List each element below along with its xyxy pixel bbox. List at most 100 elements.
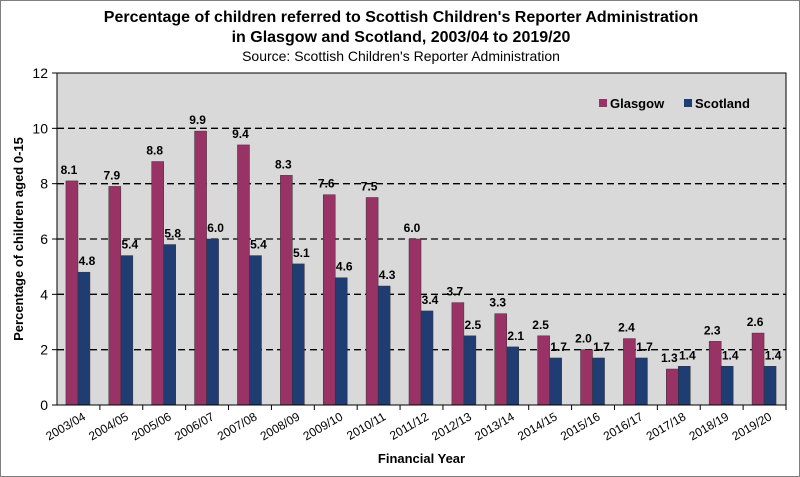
- data-label-scotland: 3.4: [422, 293, 439, 307]
- data-label-glasgow: 8.3: [275, 157, 292, 171]
- bar-glasgow: [65, 180, 79, 406]
- data-label-glasgow: 2.0: [575, 332, 592, 346]
- bar-scotland: [249, 255, 262, 406]
- data-label-glasgow: 3.7: [447, 285, 464, 299]
- bar-glasgow: [494, 313, 508, 406]
- bar-scotland: [763, 366, 777, 406]
- data-label-glasgow: 9.4: [232, 127, 249, 141]
- x-tick-label: 2010/11: [344, 409, 388, 443]
- x-axis-title: Financial Year: [378, 451, 465, 466]
- bar-scotland: [377, 285, 391, 406]
- data-label-scotland: 1.7: [550, 340, 567, 354]
- data-label-scotland: 2.5: [465, 318, 482, 332]
- bar-scotland: [420, 310, 434, 406]
- y-tick-label: 8: [40, 176, 48, 192]
- bar-glasgow: [108, 186, 122, 406]
- x-tick-label: 2009/10: [301, 409, 346, 443]
- y-tick-label: 4: [40, 286, 48, 302]
- bar-scotland: [463, 335, 477, 406]
- x-tick-label: 2016/17: [601, 409, 646, 443]
- y-tick-label: 2: [40, 342, 48, 358]
- bar-scotland: [635, 357, 648, 406]
- bar-glasgow: [408, 238, 422, 406]
- data-label-glasgow: 1.3: [661, 351, 678, 365]
- bar-scotland: [720, 366, 734, 406]
- bar-glasgow: [322, 194, 336, 406]
- bar-scotland: [592, 357, 605, 406]
- bar-glasgow: [580, 349, 593, 406]
- bar-scotland: [163, 244, 176, 406]
- x-tick-label: 2004/05: [86, 409, 131, 443]
- data-label-glasgow: 2.6: [747, 315, 764, 329]
- bar-glasgow: [151, 161, 164, 406]
- data-label-glasgow: 2.3: [704, 323, 721, 337]
- chart-title-line2: in Glasgow and Scotland, 2003/04 to 2019…: [231, 29, 571, 46]
- data-label-scotland: 5.8: [164, 227, 181, 241]
- y-tick-label: 10: [32, 120, 48, 136]
- data-label-glasgow: 2.5: [532, 318, 549, 332]
- x-tick-label: 2015/16: [558, 409, 603, 443]
- data-label-scotland: 1.4: [679, 348, 696, 362]
- y-tick-label: 0: [40, 397, 48, 413]
- bar-scotland: [334, 277, 348, 406]
- x-tick-label: 2014/15: [515, 409, 560, 443]
- data-label-glasgow: 8.8: [146, 144, 163, 158]
- data-label-glasgow: 7.6: [318, 177, 335, 191]
- data-label-glasgow: 2.4: [618, 321, 635, 335]
- chart-title-line1: Percentage of children referred to Scott…: [103, 9, 699, 26]
- data-label-scotland: 5.4: [121, 238, 138, 252]
- data-label-glasgow: 8.1: [61, 163, 78, 177]
- x-tick-label: 2007/08: [215, 409, 260, 443]
- x-tick-label: 2008/09: [258, 409, 303, 443]
- y-tick-label: 12: [32, 65, 48, 81]
- legend-label-scotland: Scotland: [695, 96, 750, 111]
- data-label-scotland: 5.4: [250, 238, 267, 252]
- data-label-scotland: 4.3: [379, 268, 396, 282]
- bar-glasgow: [751, 332, 765, 406]
- data-label-scotland: 1.7: [636, 340, 653, 354]
- x-tick-label: 2012/13: [429, 409, 474, 443]
- bar-scotland: [77, 271, 91, 406]
- data-label-glasgow: 3.3: [489, 296, 506, 310]
- chart-subtitle: Source: Scottish Children's Reporter Adm…: [242, 48, 560, 64]
- bar-glasgow: [708, 341, 722, 406]
- bar-glasgow: [623, 338, 636, 406]
- x-tick-label: 2003/04: [43, 409, 88, 443]
- bar-glasgow: [194, 130, 207, 406]
- y-tick-label: 6: [40, 231, 48, 247]
- bar-scotland: [506, 346, 520, 406]
- data-label-glasgow: 9.9: [189, 113, 206, 127]
- x-tick-label: 2011/12: [387, 409, 431, 443]
- data-label-glasgow: 6.0: [404, 221, 421, 235]
- legend-label-glasgow: Glasgow: [610, 96, 665, 111]
- data-label-scotland: 1.7: [593, 340, 610, 354]
- bar-scotland: [549, 357, 562, 406]
- legend-swatch-glasgow: [599, 99, 607, 107]
- data-label-scotland: 4.8: [79, 254, 96, 268]
- x-tick-label: 2019/20: [729, 409, 774, 443]
- data-label-scotland: 2.1: [507, 329, 524, 343]
- data-label-glasgow: 7.9: [103, 168, 120, 182]
- data-label-scotland: 6.0: [207, 221, 224, 235]
- x-tick-label: 2018/19: [687, 409, 732, 443]
- x-tick-label: 2006/07: [172, 409, 217, 443]
- data-label-scotland: 4.6: [336, 260, 353, 274]
- bar-scotland: [292, 263, 305, 406]
- x-tick-label: 2013/14: [472, 409, 517, 443]
- data-label-scotland: 1.4: [765, 348, 782, 362]
- x-tick-label: 2017/18: [644, 409, 689, 443]
- y-axis-title: Percentage of children aged 0-15: [11, 137, 26, 341]
- bar-glasgow: [537, 335, 550, 406]
- bar-scotland: [206, 238, 219, 406]
- data-label-scotland: 1.4: [722, 348, 739, 362]
- bar-glasgow: [365, 197, 379, 406]
- bar-glasgow: [280, 175, 293, 406]
- bar-scotland: [678, 366, 691, 406]
- bar-glasgow: [666, 368, 679, 406]
- x-tick-label: 2005/06: [129, 409, 174, 443]
- bar-glasgow: [237, 144, 250, 406]
- data-label-scotland: 5.1: [293, 246, 310, 260]
- legend-swatch-scotland: [684, 99, 692, 107]
